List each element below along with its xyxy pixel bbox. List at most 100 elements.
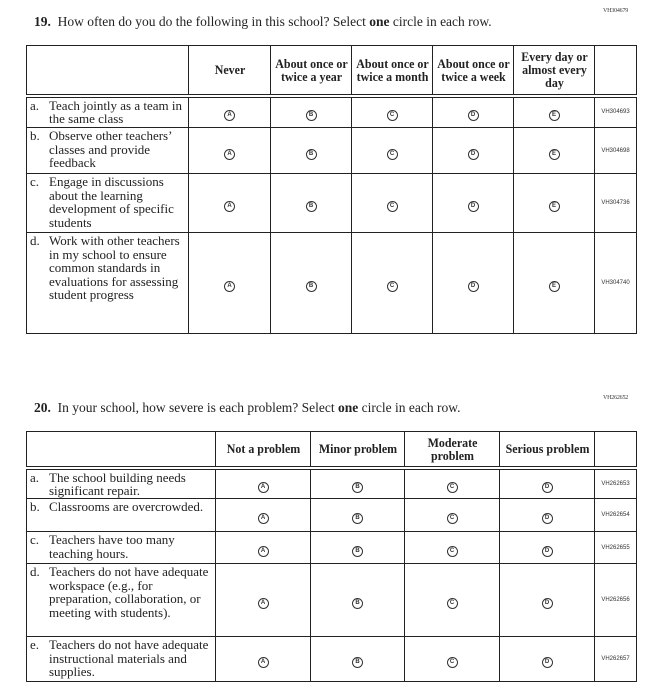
table-row: c. Teachers have too many teaching hours.…	[26, 531, 637, 564]
radio-circle-d[interactable]: D	[541, 657, 553, 668]
radio-circle-c[interactable]: C	[446, 513, 458, 524]
row-text: Teachers have too many teaching hours.	[49, 532, 175, 561]
radio-circle-e[interactable]: E	[548, 110, 560, 122]
option-cell: B	[310, 563, 405, 637]
row-code: VH262657	[594, 636, 637, 682]
radio-circle-e[interactable]: E	[548, 148, 560, 160]
radio-circle-d[interactable]: D	[467, 201, 479, 212]
option-cell: A	[188, 127, 271, 174]
option-cell: A	[188, 232, 271, 334]
row-code: VH262654	[594, 498, 637, 532]
radio-circle-d[interactable]: D	[541, 545, 553, 557]
radio-circle-a[interactable]: A	[257, 657, 269, 668]
row-text: Teachers do not have adequate instructio…	[49, 637, 209, 680]
option-cell: A	[215, 636, 311, 682]
radio-circle-b[interactable]: B	[352, 657, 363, 668]
radio-circle-e[interactable]: E	[548, 281, 560, 292]
radio-circle-a[interactable]: A	[257, 598, 269, 609]
row-item: b. Classrooms are overcrowded.	[26, 498, 216, 532]
radio-circle-b[interactable]: B	[352, 598, 363, 609]
option-cell: E	[513, 127, 595, 174]
radio-circle-e[interactable]: E	[548, 201, 560, 212]
question-code: VH304679	[603, 8, 629, 14]
question-number: 19.	[34, 14, 51, 29]
header-code-empty	[595, 45, 636, 96]
radio-circle-b[interactable]: B	[352, 481, 363, 493]
prompt-text: How often do you do the following in thi…	[57, 14, 366, 29]
radio-circle-a[interactable]: A	[224, 201, 235, 212]
radio-circle-a[interactable]: A	[224, 281, 235, 292]
radio-circle-b[interactable]: B	[352, 545, 363, 557]
radio-circle-d[interactable]: D	[541, 598, 553, 609]
option-cell: A	[215, 498, 311, 532]
option-cell: C	[404, 531, 500, 564]
row-label: d.	[30, 564, 40, 579]
option-cell: A	[188, 95, 271, 128]
row-text: Classrooms are overcrowded.	[49, 499, 204, 514]
radio-circle-b[interactable]: B	[352, 513, 363, 524]
radio-circle-a[interactable]: A	[224, 148, 235, 160]
radio-circle-c[interactable]: C	[386, 281, 398, 292]
row-item: e. Teachers do not have adequate instruct…	[26, 636, 216, 682]
radio-circle-c[interactable]: C	[446, 481, 458, 493]
radio-circle-d[interactable]: D	[541, 513, 553, 524]
radio-circle-b[interactable]: B	[305, 201, 317, 212]
row-code: VH304736	[594, 173, 637, 233]
option-cell: A	[188, 173, 271, 233]
row-item: d. Teachers do not have adequate workspac…	[26, 563, 216, 637]
row-code: VH304698	[594, 127, 637, 174]
option-cell: A	[215, 531, 311, 564]
column-header: Moderate problem	[407, 431, 497, 468]
option-cell: C	[404, 636, 500, 682]
radio-circle-d[interactable]: D	[467, 148, 479, 160]
radio-circle-d[interactable]: D	[541, 481, 553, 493]
option-cell: D	[499, 467, 595, 499]
option-cell: C	[404, 498, 500, 532]
prompt-emphasis: one	[369, 14, 390, 29]
radio-circle-c[interactable]: C	[446, 545, 458, 557]
row-text: Engage in discussions about the learning…	[49, 174, 174, 230]
option-cell: B	[310, 498, 405, 532]
option-cell: C	[351, 127, 433, 174]
radio-circle-d[interactable]: D	[467, 281, 479, 292]
radio-circle-c[interactable]: C	[446, 657, 458, 668]
radio-circle-a[interactable]: A	[257, 513, 269, 524]
question-number: 20.	[34, 400, 51, 415]
radio-circle-b[interactable]: B	[305, 110, 317, 122]
row-label: c.	[30, 174, 40, 189]
table-row: c. Engage in discussions about the learni…	[26, 173, 637, 233]
radio-circle-c[interactable]: C	[446, 598, 458, 609]
row-label: a.	[30, 469, 40, 485]
row-item: c. Teachers have too many teaching hours.	[26, 531, 216, 564]
prompt-emphasis: one	[338, 400, 359, 415]
column-header: Not a problem	[218, 431, 308, 468]
radio-circle-c[interactable]: C	[386, 110, 398, 122]
row-item: a. The school building needs significant …	[26, 467, 216, 499]
radio-circle-b[interactable]: B	[305, 281, 317, 292]
radio-circle-a[interactable]: A	[257, 545, 269, 557]
radio-circle-c[interactable]: C	[386, 148, 398, 160]
radio-circle-d[interactable]: D	[467, 110, 479, 122]
option-cell: A	[215, 563, 311, 637]
row-label: a.	[30, 97, 40, 113]
row-code: VH262656	[594, 563, 637, 637]
table-row: e. Teachers do not have adequate instruct…	[26, 636, 637, 682]
table-row: d. Teachers do not have adequate workspac…	[26, 563, 637, 637]
option-cell: B	[270, 127, 352, 174]
radio-circle-c[interactable]: C	[386, 201, 398, 212]
option-cell: C	[351, 95, 433, 128]
table-row: b. Observe other teachers’ classes and pr…	[26, 127, 637, 174]
radio-circle-b[interactable]: B	[305, 148, 317, 160]
radio-circle-a[interactable]: A	[257, 481, 269, 493]
column-header: Never	[191, 45, 268, 96]
row-code: VH262655	[594, 531, 637, 564]
row-item: a. Teach jointly as a team in the same cl…	[26, 95, 189, 128]
column-header: About once or twice a month	[354, 45, 430, 96]
header-code-empty	[595, 431, 636, 468]
row-text: Observe other teachers’ classes and prov…	[49, 128, 172, 171]
row-label: b.	[30, 499, 40, 514]
radio-circle-a[interactable]: A	[224, 110, 235, 122]
row-item: b. Observe other teachers’ classes and pr…	[26, 127, 189, 174]
row-item: c. Engage in discussions about the learni…	[26, 173, 189, 233]
question-code: VH262652	[603, 395, 629, 401]
